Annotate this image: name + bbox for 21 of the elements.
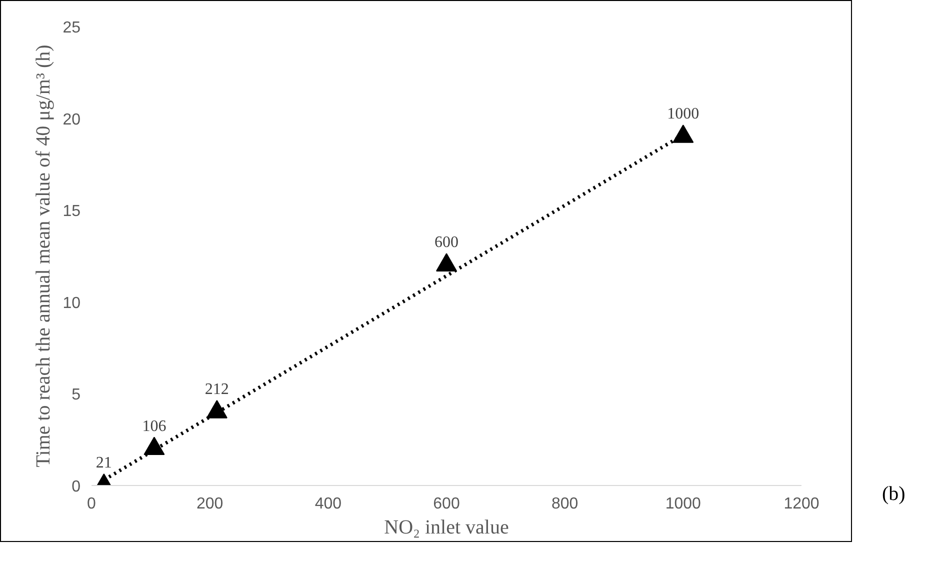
annotation: 600 [434,234,458,252]
text: (b) [882,482,906,507]
x-tick-label: 0 [87,496,96,512]
y-tick-label: 15 [62,203,81,220]
x-tick-label: 1200 [784,496,820,512]
annotation: 212 [204,381,229,398]
x-tick-label: 800 [551,496,578,512]
x-tick-label: 1000 [665,496,702,512]
x-tick-label: 600 [433,496,460,512]
x-tick-label: 400 [314,496,342,512]
annotation: 21 [96,454,112,472]
y-tick-label: 20 [62,111,81,128]
y-tick-label: 10 [62,294,81,312]
y-tick-label: 25 [62,20,81,36]
y-tick-label: 0 [72,478,81,496]
x-tick-label: 200 [196,496,224,512]
annotation: 1000 [667,106,700,123]
x-axis-title: NO₂ inlet value [384,516,509,538]
y-axis-title: Time to reach the annual mean value of 40 μg/m³ (h) [32,44,55,468]
annotation: 106 [142,418,166,435]
y-tick-label: 5 [72,386,81,404]
